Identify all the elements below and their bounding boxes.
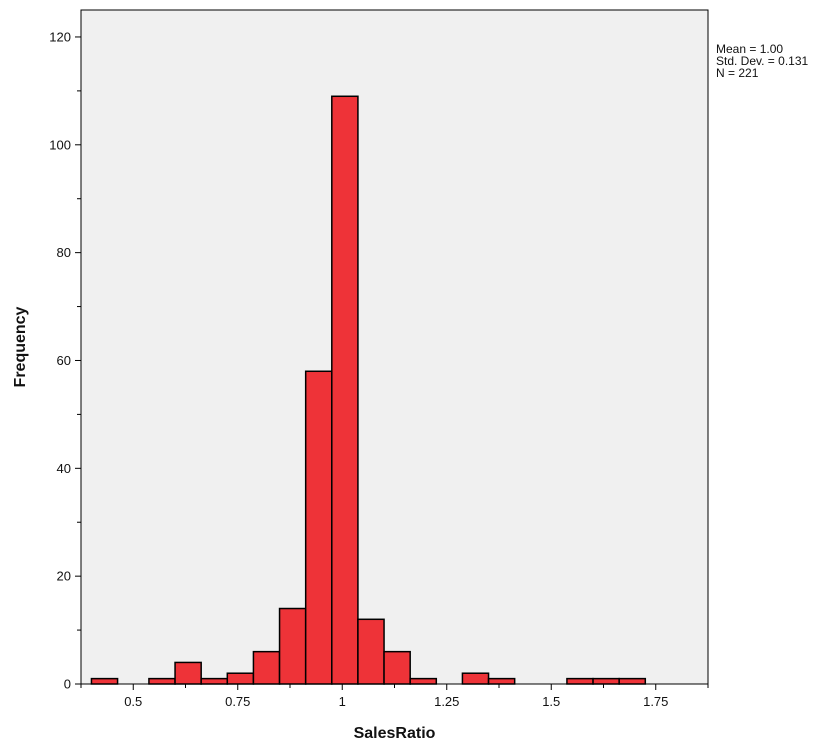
y-tick-label: 100 [49, 137, 71, 152]
x-tick-label: 1.5 [542, 694, 560, 709]
histogram-bar-15 [592, 677, 620, 685]
statistics-summary: Mean = 1.00 Std. Dev. = 0.131 N = 221 [716, 43, 808, 79]
std-dev-stat: Std. Dev. = 0.131 [716, 54, 809, 68]
x-tick-label: 1 [339, 694, 346, 709]
y-axis-title: Frequency [12, 306, 29, 387]
y-axis-ticks: 0 20 40 60 80 100 120 [49, 29, 81, 692]
y-tick-label: 120 [49, 29, 71, 44]
histogram-bar-7 [304, 370, 333, 685]
histogram-bar-12 [461, 672, 490, 685]
histogram-bar-4 [226, 672, 255, 685]
x-axis-title: SalesRatio [354, 725, 436, 742]
x-tick-label: 1.75 [643, 694, 668, 709]
histogram-bar-6 [278, 607, 307, 685]
n-stat: N = 221 [716, 66, 759, 80]
x-tick-label: 0.5 [124, 694, 142, 709]
y-tick-label: 60 [57, 353, 71, 368]
mean-stat: Mean = 1.00 [716, 42, 784, 56]
histogram-bar-1 [148, 677, 176, 685]
histogram-bar-2 [174, 661, 202, 685]
histogram-bar-16 [618, 677, 647, 685]
histogram-bar-14 [566, 677, 594, 685]
plot-area [80, 9, 709, 685]
x-tick-label: 0.75 [225, 694, 250, 709]
histogram-bar-9 [357, 618, 385, 685]
histogram-bar-8 [331, 95, 359, 685]
histogram-bar-5 [252, 650, 281, 685]
histogram-bar-10 [383, 650, 411, 685]
histogram-bar-3 [200, 677, 229, 685]
x-axis-ticks: 0.5 0.75 1 1.25 1.5 1.75 [80, 684, 709, 709]
histogram-bar-11 [409, 677, 438, 685]
histogram-bar-0 [90, 677, 119, 685]
x-tick-label: 1.25 [434, 694, 459, 709]
y-tick-label: 40 [57, 461, 71, 476]
bars-layer [90, 95, 647, 685]
y-tick-label: 20 [57, 569, 71, 584]
histogram-bar-13 [487, 677, 516, 685]
y-tick-label: 80 [57, 245, 71, 260]
y-tick-label: 0 [64, 677, 71, 692]
